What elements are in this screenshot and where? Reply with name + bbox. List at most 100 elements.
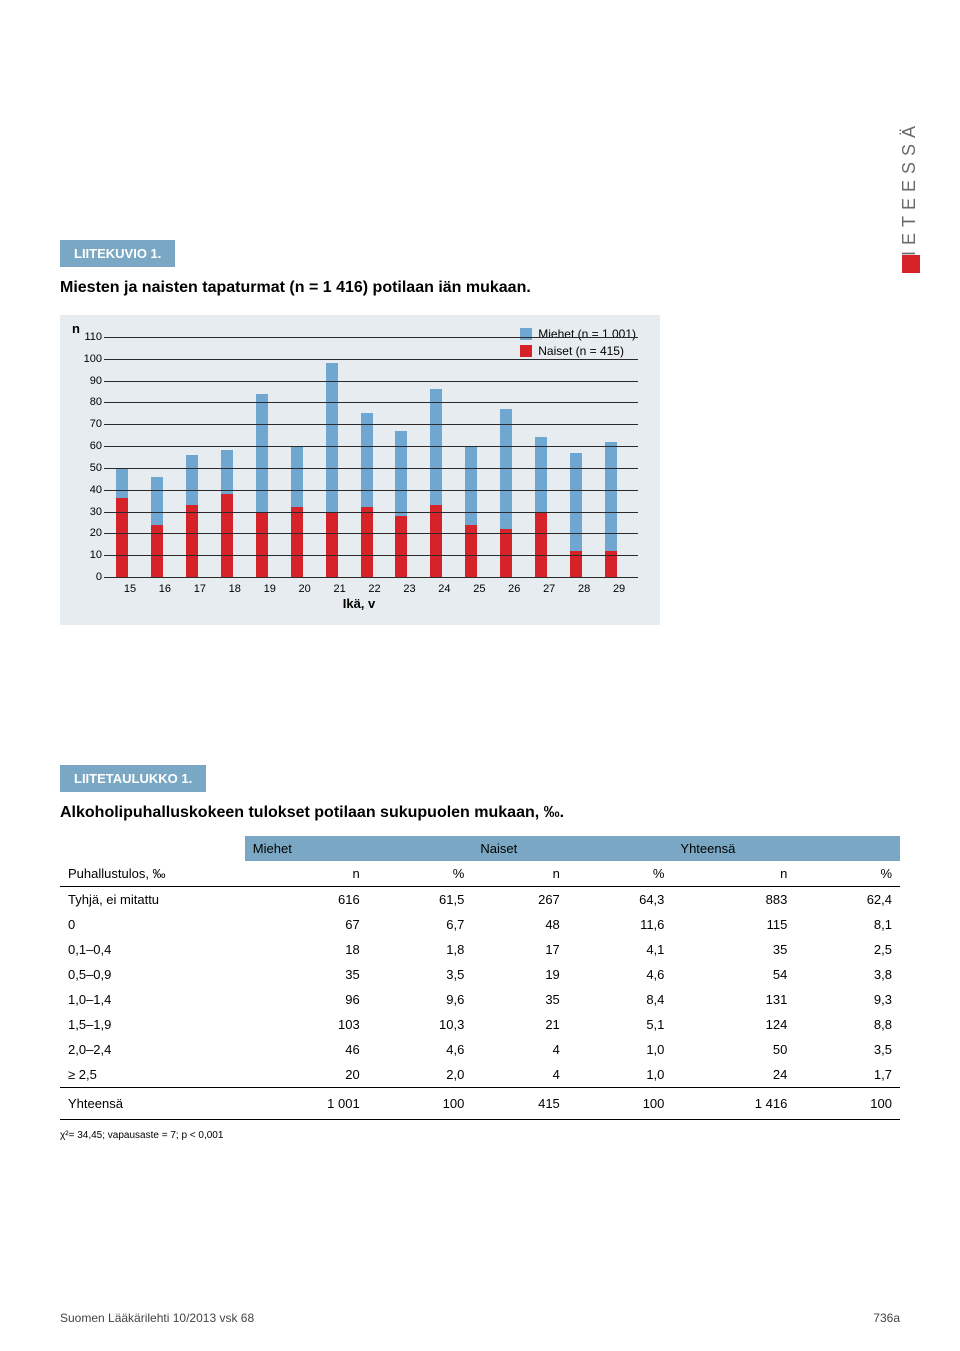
x-tick: 22: [361, 583, 389, 595]
x-tick: 25: [465, 583, 493, 595]
bar-naiset: [361, 507, 373, 577]
table-cell: 115: [672, 912, 795, 937]
table-cell: 0: [60, 912, 245, 937]
table-cell: 100: [568, 1088, 673, 1120]
table-header-cell: n: [472, 861, 567, 887]
table-cell: 17: [472, 937, 567, 962]
table-cell: 61,5: [368, 887, 473, 913]
table-cell: 5,1: [568, 1012, 673, 1037]
bar-naiset: [256, 512, 268, 577]
gridline: [104, 359, 638, 360]
table-row: 2,0–2,4464,641,0503,5: [60, 1037, 900, 1062]
y-tick: 100: [74, 353, 102, 365]
gridline: [104, 533, 638, 534]
table-header-cell: [60, 836, 245, 861]
data-table: MiehetNaisetYhteensäPuhallustulos, ‰n%n%…: [60, 836, 900, 1120]
gridline: [104, 512, 638, 513]
table-cell: 1,8: [368, 937, 473, 962]
y-tick: 40: [74, 484, 102, 496]
bar-naiset: [186, 505, 198, 577]
table-cell: 10,3: [368, 1012, 473, 1037]
gridline: [104, 446, 638, 447]
table-cell: 8,1: [795, 912, 900, 937]
table-cell: 96: [245, 987, 368, 1012]
table-cell: 2,0: [368, 1062, 473, 1088]
table-cell: 103: [245, 1012, 368, 1037]
x-tick: 23: [395, 583, 423, 595]
bar-naiset: [430, 505, 442, 577]
y-tick: 50: [74, 462, 102, 474]
bar-naiset: [395, 516, 407, 577]
bar-naiset: [291, 507, 303, 577]
table-cell: 46: [245, 1037, 368, 1062]
table-header-cell: Naiset: [472, 836, 672, 861]
table-cell: 54: [672, 962, 795, 987]
figure-title: Miesten ja naisten tapaturmat (n = 1 416…: [60, 279, 900, 297]
table-cell: 124: [672, 1012, 795, 1037]
table-row: 0,1–0,4181,8174,1352,5: [60, 937, 900, 962]
table-header-cell: n: [245, 861, 368, 887]
table-sub-header: Puhallustulos, ‰n%n%n%: [60, 861, 900, 887]
table-cell: 1,0–1,4: [60, 987, 245, 1012]
table-row: 0676,74811,61158,1: [60, 912, 900, 937]
table-cell: 35: [672, 937, 795, 962]
table-cell: 1,5–1,9: [60, 1012, 245, 1037]
table-cell: 0,1–0,4: [60, 937, 245, 962]
table-title: Alkoholipuhalluskokeen tulokset potilaan…: [60, 804, 900, 822]
table-cell: ≥ 2,5: [60, 1062, 245, 1088]
table-cell: 1,0: [568, 1037, 673, 1062]
gridline: [104, 577, 638, 578]
table-cell: 1,0: [568, 1062, 673, 1088]
table-row: Tyhjä, ei mitattu61661,526764,388362,4: [60, 887, 900, 913]
y-tick: 60: [74, 440, 102, 452]
table-cell: 35: [245, 962, 368, 987]
table-cell: 20: [245, 1062, 368, 1088]
table-cell: 9,6: [368, 987, 473, 1012]
footer-left: Suomen Lääkärilehti 10/2013 vsk 68: [60, 1311, 254, 1325]
bar-chart: n Miehet (n = 1 001) Naiset (n = 415) 15…: [60, 315, 660, 625]
table-cell: Yhteensä: [60, 1088, 245, 1120]
table-section: LIITETAULUKKO 1.: [60, 695, 900, 792]
table-header-cell: %: [795, 861, 900, 887]
y-tick: 20: [74, 527, 102, 539]
table-cell: 11,6: [568, 912, 673, 937]
table-cell: 0,5–0,9: [60, 962, 245, 987]
gridline: [104, 402, 638, 403]
table-cell: 883: [672, 887, 795, 913]
gridline: [104, 555, 638, 556]
bar-naiset: [116, 498, 128, 577]
y-tick: 0: [74, 571, 102, 583]
table-header-cell: %: [568, 861, 673, 887]
side-tab-marker: [902, 255, 920, 273]
table-cell: 9,3: [795, 987, 900, 1012]
x-tick: 17: [186, 583, 214, 595]
gridline: [104, 424, 638, 425]
table-group-header: MiehetNaisetYhteensä: [60, 836, 900, 861]
table-cell: 35: [472, 987, 567, 1012]
y-tick: 10: [74, 549, 102, 561]
y-tick: 110: [74, 331, 102, 343]
table-row: 1,0–1,4969,6358,41319,3: [60, 987, 900, 1012]
table-cell: 67: [245, 912, 368, 937]
figure-tab: LIITEKUVIO 1.: [60, 240, 175, 267]
x-tick: 27: [535, 583, 563, 595]
gridline: [104, 490, 638, 491]
table-cell: 2,0–2,4: [60, 1037, 245, 1062]
table-cell: 50: [672, 1037, 795, 1062]
table-cell: 267: [472, 887, 567, 913]
y-tick: 90: [74, 375, 102, 387]
gridline: [104, 381, 638, 382]
table-footnote: χ²= 34,45; vapausaste = 7; p < 0,001: [60, 1130, 900, 1141]
table-header-cell: n: [672, 861, 795, 887]
table-cell: 100: [795, 1088, 900, 1120]
bar-naiset: [221, 494, 233, 577]
table-cell: 415: [472, 1088, 567, 1120]
bar-naiset: [535, 512, 547, 577]
bar-naiset: [500, 529, 512, 577]
table-cell: 62,4: [795, 887, 900, 913]
y-tick: 70: [74, 418, 102, 430]
table-cell: Tyhjä, ei mitattu: [60, 887, 245, 913]
x-tick: 29: [605, 583, 633, 595]
page: TIETEESSÄ LIITEKUVIO 1. Miesten ja naist…: [0, 0, 960, 1351]
table-cell: 1 416: [672, 1088, 795, 1120]
